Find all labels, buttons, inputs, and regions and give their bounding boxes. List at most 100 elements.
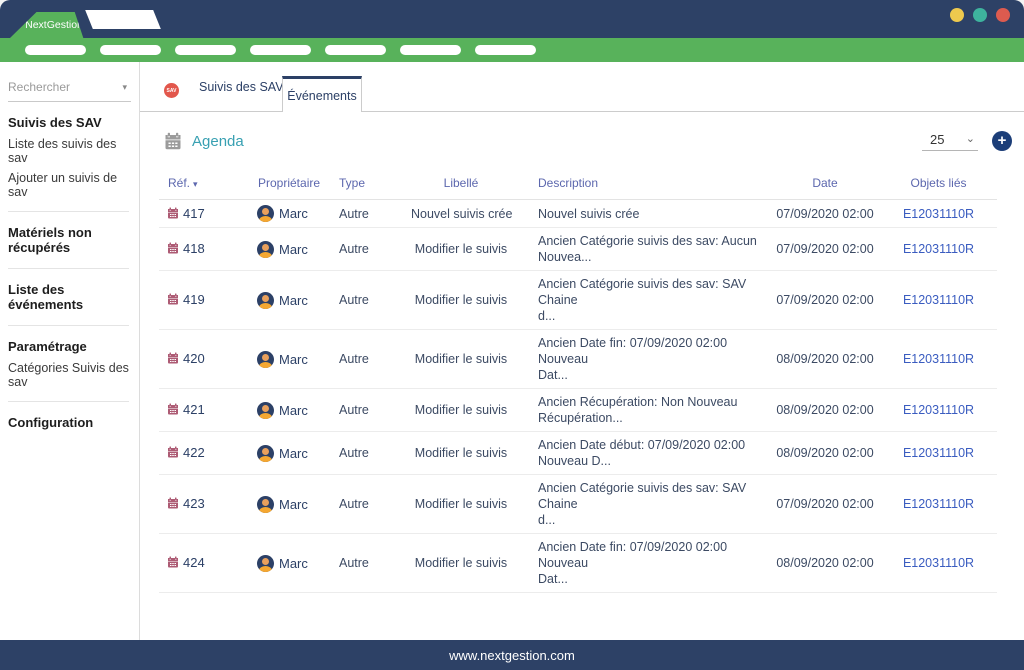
sidebar-item[interactable]: Ajouter un suivis de sav [8,171,118,199]
linked-object-link[interactable]: E12031110R [902,352,975,366]
sidebar-section-title[interactable]: Liste des événements [8,282,84,312]
add-event-button[interactable]: + [992,131,1012,151]
event-description: Ancien Date fin: 07/09/2020 02:00 Nouvea… [511,533,770,593]
sidebar: Rechercher ▾ Suivis des SAV Liste des sui… [0,62,140,640]
traffic-light-2[interactable] [996,8,1010,22]
nav-pill[interactable] [400,45,461,55]
table-row[interactable]: 422 Marc Autre Modifier le suivis Ancien… [159,431,997,475]
search-input[interactable]: Rechercher ▾ [8,78,131,102]
event-label: Modifier le suivis [411,227,511,271]
secondary-tab[interactable] [85,10,161,29]
event-ref[interactable]: 423 [183,496,205,511]
event-description: Ancien Date fin: 07/09/2020 02:00 Nouvea… [511,329,770,389]
sidebar-section-title[interactable]: Suivis des SAV [8,115,102,130]
event-ref[interactable]: 417 [183,205,205,221]
table-body: 417 Marc Autre Nouvel suivis crée Nouvel… [159,199,997,593]
event-ref[interactable]: 421 [183,402,205,417]
table-row[interactable]: 424 Marc Autre Modifier le suivis Ancien… [159,533,997,593]
page-size-value: 25 [930,131,945,147]
table-row[interactable]: 417 Marc Autre Nouvel suivis crée Nouvel… [159,199,997,228]
col-header-libelle[interactable]: Libellé [411,170,511,200]
event-type: Autre [339,199,411,228]
linked-object-link[interactable]: E12031110R [902,497,975,511]
event-label: Modifier le suivis [411,533,511,593]
window-controls [950,8,1010,22]
search-placeholder: Rechercher [8,80,71,94]
avatar [257,240,274,258]
avatar [257,444,274,462]
owner-name: Marc [279,206,308,221]
calendar-icon [167,556,179,571]
sidebar-section-title[interactable]: Configuration [8,415,94,430]
event-description: Ancien Catégorie suivis des sav: SAV Cha… [511,270,770,330]
calendar-icon [167,352,179,367]
tab-evenements[interactable]: Événements [282,76,362,112]
event-date: 08/09/2020 02:00 [770,329,880,389]
linked-object-link[interactable]: E12031110R [902,446,975,460]
divider [8,268,129,269]
chevron-down-icon: ⌄ [965,133,975,145]
table-row[interactable]: 420 Marc Autre Modifier le suivis Ancien… [159,329,997,389]
brand-tab[interactable]: NextGestion [10,12,84,38]
event-ref[interactable]: 419 [183,292,205,307]
sidebar-item[interactable]: Catégories Suivis des sav [8,361,129,389]
col-header-description[interactable]: Description [511,170,770,200]
linked-object-link[interactable]: E12031110R [902,206,975,221]
event-type: Autre [339,533,411,593]
event-type: Autre [339,474,411,534]
table-header-row: Réf. ▾ Propriétaire Type Libellé Descript… [159,170,997,200]
linked-object-link[interactable]: E12031110R [902,556,975,570]
page-size-select[interactable]: 25 ⌄ [922,132,978,151]
sidebar-item[interactable]: Liste des suivis des sav [8,137,117,165]
calendar-icon [167,293,179,308]
divider [8,325,129,326]
table-row[interactable]: 419 Marc Autre Modifier le suivis Ancien… [159,270,997,330]
linked-object-link[interactable]: E12031110R [902,293,975,307]
sidebar-section-title[interactable]: Paramétrage [8,339,87,354]
event-date: 08/09/2020 02:00 [770,533,880,593]
event-type: Autre [339,227,411,271]
col-header-objets-lies[interactable]: Objets liés [880,170,997,200]
event-ref[interactable]: 420 [183,351,205,366]
event-ref[interactable]: 424 [183,555,205,570]
col-header-proprietaire[interactable]: Propriétaire [249,170,339,200]
avatar [257,554,274,572]
event-label: Modifier le suivis [411,431,511,475]
brand-name: NextGestion [25,19,83,31]
traffic-light-0[interactable] [950,8,964,22]
col-header-date[interactable]: Date [770,170,880,200]
calendar-icon [167,207,179,222]
traffic-light-1[interactable] [973,8,987,22]
event-label: Modifier le suivis [411,388,511,432]
table-row[interactable]: 423 Marc Autre Modifier le suivis Ancien… [159,474,997,534]
event-date: 07/09/2020 02:00 [770,199,880,228]
divider [8,211,129,212]
col-header-ref[interactable]: Réf. ▾ [159,170,249,200]
sidebar-section-title[interactable]: Matériels non récupérés [8,225,92,255]
event-date: 07/09/2020 02:00 [770,270,880,330]
event-description: Ancien Catégorie suivis des sav: Aucun N… [511,227,770,271]
content-area: SAV Suivis des SAV Événements Agenda 25 … [140,62,1024,640]
table-row[interactable]: 418 Marc Autre Modifier le suivis Ancien… [159,227,997,271]
linked-object-link[interactable]: E12031110R [902,242,975,256]
calendar-icon [167,403,179,418]
event-date: 08/09/2020 02:00 [770,388,880,432]
nav-pill[interactable] [100,45,161,55]
event-description: Nouvel suivis crée [511,199,770,228]
event-label: Modifier le suivis [411,270,511,330]
nav-pill[interactable] [250,45,311,55]
nav-pill[interactable] [475,45,536,55]
event-ref[interactable]: 422 [183,445,205,460]
avatar [257,291,274,309]
nav-pill[interactable] [25,45,86,55]
nav-pill[interactable] [175,45,236,55]
nav-pill[interactable] [325,45,386,55]
event-ref[interactable]: 418 [183,241,205,256]
table-row[interactable]: 421 Marc Autre Modifier le suivis Ancien… [159,388,997,432]
tab-suivis-des-sav[interactable]: Suivis des SAV [199,80,284,94]
col-header-type[interactable]: Type [339,170,411,200]
event-type: Autre [339,388,411,432]
linked-object-link[interactable]: E12031110R [902,403,975,417]
owner-name: Marc [279,555,308,571]
calendar-icon [167,497,179,512]
